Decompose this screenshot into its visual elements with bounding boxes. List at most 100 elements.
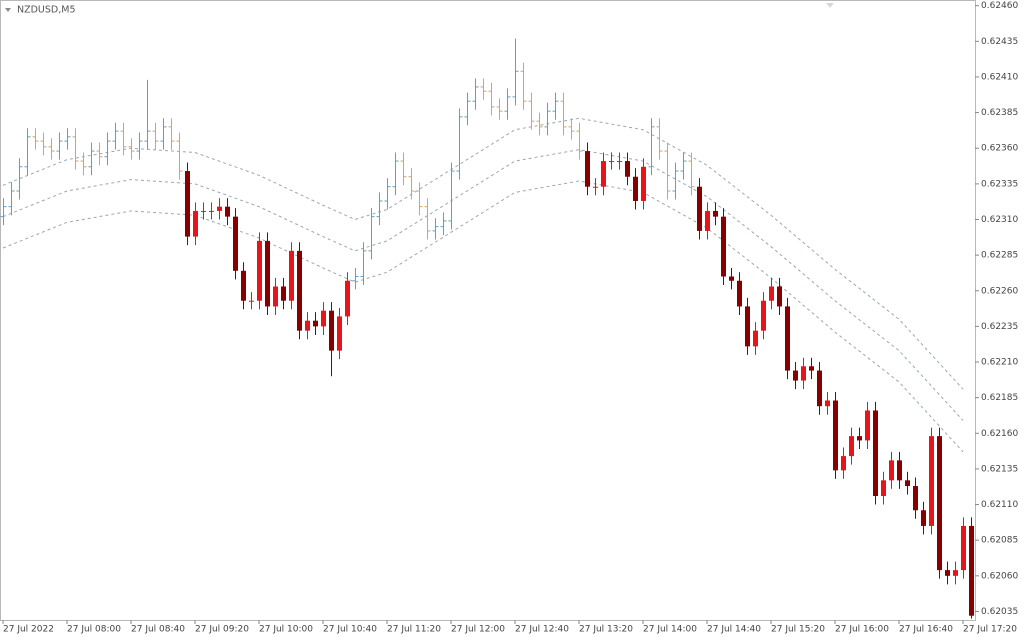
x-tick-label: 27 Jul 16:40 xyxy=(899,625,953,635)
candle-body xyxy=(809,366,814,371)
y-tick-label: 0.62235 xyxy=(981,322,1018,332)
plot-frame xyxy=(0,0,976,621)
candle-body xyxy=(257,240,262,301)
y-tick-label: 0.62185 xyxy=(981,393,1018,403)
candle-body xyxy=(913,486,918,511)
candle-body xyxy=(585,151,590,187)
candle-body xyxy=(785,306,790,371)
candle-body xyxy=(289,250,294,301)
candle-body xyxy=(857,436,862,441)
x-tick-label: 27 Jul 15:20 xyxy=(771,625,825,635)
candle-body xyxy=(889,460,894,481)
candle-body xyxy=(865,410,870,441)
candle-body xyxy=(721,216,726,277)
candle-body xyxy=(937,436,942,571)
candle-body xyxy=(777,286,782,307)
y-tick-label: 0.62310 xyxy=(981,215,1018,225)
y-tick-label: 0.62060 xyxy=(981,571,1018,581)
candle-body xyxy=(833,400,838,471)
candle-body xyxy=(801,366,806,381)
candle-body xyxy=(321,310,326,327)
candle-body xyxy=(969,525,974,616)
candle-body xyxy=(705,210,710,231)
candle-body xyxy=(625,161,630,177)
x-tick-label: 27 Jul 08:00 xyxy=(67,625,121,635)
candle-body xyxy=(641,166,646,201)
candle-body xyxy=(617,161,622,163)
y-tick-label: 0.62410 xyxy=(981,72,1018,82)
y-tick-label: 0.62160 xyxy=(981,429,1018,439)
y-tick-label: 0.62110 xyxy=(981,500,1018,510)
band-line xyxy=(2,180,964,453)
candle-body xyxy=(281,286,286,301)
candle-body xyxy=(873,410,878,496)
candle-body xyxy=(249,300,254,302)
candle-body xyxy=(745,306,750,347)
y-tick-label: 0.62135 xyxy=(981,464,1018,474)
x-tick-label: 27 Jul 12:40 xyxy=(515,625,569,635)
x-tick-label: 27 Jul 16:00 xyxy=(835,625,889,635)
candle-body xyxy=(329,310,334,351)
candle-body xyxy=(337,316,342,351)
y-tick-label: 0.62385 xyxy=(981,108,1018,118)
candles xyxy=(0,38,974,619)
candle-body xyxy=(273,286,278,307)
x-tick-label: 27 Jul 14:00 xyxy=(643,625,697,635)
candle-body xyxy=(881,480,886,496)
candle-body xyxy=(825,400,830,407)
candle-body xyxy=(313,320,318,327)
chart-title: NZDUSD,M5 xyxy=(17,5,76,16)
y-tick-label: 0.62210 xyxy=(981,358,1018,368)
candle-body xyxy=(297,250,302,331)
candle-body xyxy=(793,370,798,381)
x-tick-label: 27 Jul 17:20 xyxy=(963,625,1017,635)
candle-body xyxy=(817,370,822,407)
candle-body xyxy=(265,240,270,307)
shift-marker xyxy=(826,3,834,8)
candle-body xyxy=(961,525,966,571)
x-tick-label: 27 Jul 09:20 xyxy=(195,625,249,635)
y-tick-label: 0.62435 xyxy=(981,37,1018,47)
candle-body xyxy=(233,216,238,271)
candle-body xyxy=(769,286,774,301)
y-tick-label: 0.62035 xyxy=(981,607,1018,617)
candle-body xyxy=(593,186,598,188)
x-tick-label: 27 Jul 10:40 xyxy=(323,625,377,635)
x-tick-label: 27 Jul 14:40 xyxy=(707,625,761,635)
y-tick-label: 0.62285 xyxy=(981,251,1018,261)
x-tick-label: 27 Jul 13:20 xyxy=(579,625,633,635)
y-tick-label: 0.62260 xyxy=(981,286,1018,296)
candle-body xyxy=(209,210,214,212)
candle-body xyxy=(345,280,350,317)
candle-body xyxy=(225,206,230,217)
y-tick-label: 0.62335 xyxy=(981,179,1018,189)
symbol-menu-arrow[interactable] xyxy=(5,8,11,12)
candle-body xyxy=(929,436,934,526)
x-tick-label: 27 Jul 08:40 xyxy=(131,625,185,635)
candle-body xyxy=(185,171,190,237)
candle-body xyxy=(609,161,614,163)
candle-body xyxy=(305,320,310,331)
candle-body xyxy=(921,510,926,526)
x-tick-label: 27 Jul 10:00 xyxy=(259,625,313,635)
candle-body xyxy=(697,186,702,231)
candle-body xyxy=(601,161,606,187)
x-tick-label: 27 Jul 12:00 xyxy=(451,625,505,635)
candle-body xyxy=(241,270,246,301)
candle-body xyxy=(633,176,638,201)
candle-body xyxy=(193,210,198,237)
candle-body xyxy=(953,570,958,576)
y-tick-label: 0.62360 xyxy=(981,144,1018,154)
candle-body xyxy=(905,480,910,487)
candle-body xyxy=(897,460,902,481)
x-tick-label: 27 Jul 11:20 xyxy=(387,625,441,635)
candle-body xyxy=(753,330,758,347)
candle-body xyxy=(945,570,950,576)
candle-body xyxy=(729,276,734,281)
candle-body xyxy=(737,280,742,307)
candle-body xyxy=(713,210,718,217)
x-tick-label: 27 Jul 2022 xyxy=(3,625,54,635)
